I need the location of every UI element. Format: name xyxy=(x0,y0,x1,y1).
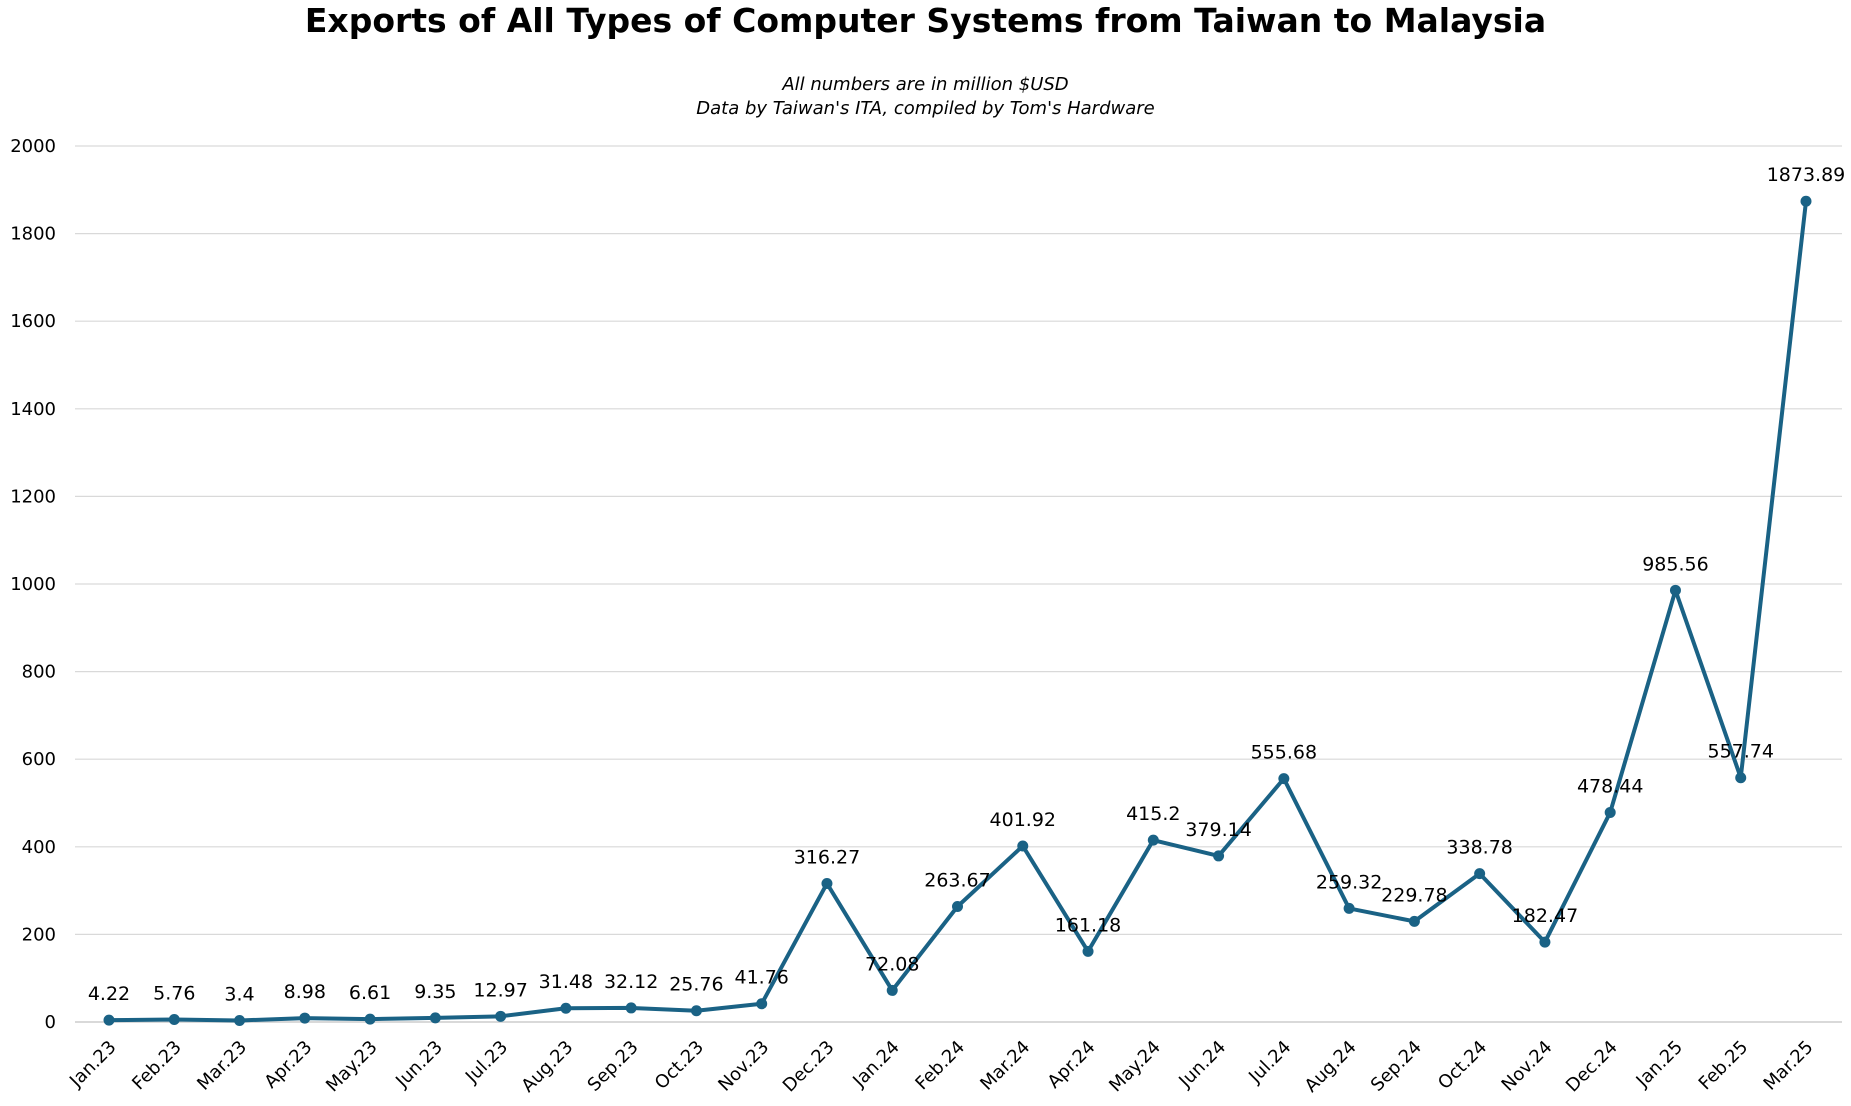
data-label: 557.74 xyxy=(1707,741,1773,763)
data-label: 1873.89 xyxy=(1767,164,1846,186)
y-tick-label: 2000 xyxy=(10,136,56,157)
chart-subtitle-source: Data by Taiwan's ITA, compiled by Tom's … xyxy=(696,98,1155,119)
x-tick-label: Jul.24 xyxy=(1244,1037,1295,1088)
data-point xyxy=(495,1010,507,1022)
x-tick-label: Jun.24 xyxy=(1174,1037,1230,1093)
data-label: 182.47 xyxy=(1512,905,1578,927)
data-point xyxy=(168,1013,180,1025)
data-point xyxy=(1604,806,1616,818)
chart-subtitle-units: All numbers are in million $USD xyxy=(782,74,1069,95)
data-label: 72.08 xyxy=(865,953,919,975)
data-label: 31.48 xyxy=(539,971,593,993)
data-label: 316.27 xyxy=(794,846,860,868)
x-tick-label: Mar.23 xyxy=(193,1037,251,1095)
data-point xyxy=(299,1012,311,1024)
data-point xyxy=(1800,195,1812,207)
data-label: 401.92 xyxy=(990,809,1056,831)
data-point xyxy=(821,877,833,889)
x-tick-label: Jan.25 xyxy=(1632,1037,1687,1092)
y-tick-label: 800 xyxy=(22,662,56,683)
y-tick-label: 0 xyxy=(45,1012,56,1033)
data-label: 12.97 xyxy=(473,979,527,1001)
data-point xyxy=(1082,945,1094,957)
y-tick-label: 1000 xyxy=(10,574,56,595)
data-label: 6.61 xyxy=(349,982,391,1004)
x-tick-label: Jul.23 xyxy=(461,1037,512,1088)
data-point xyxy=(1278,773,1290,785)
x-tick-label: Jan.23 xyxy=(65,1037,120,1092)
y-tick-label: 600 xyxy=(22,749,56,770)
data-label: 4.22 xyxy=(88,983,130,1005)
data-label: 8.98 xyxy=(284,981,326,1003)
data-point xyxy=(1474,868,1486,880)
x-tick-label: Mar.24 xyxy=(976,1037,1034,1095)
data-point xyxy=(1669,584,1681,596)
data-point xyxy=(1147,834,1159,846)
data-label: 9.35 xyxy=(414,981,456,1003)
data-point xyxy=(690,1005,702,1017)
x-tick-label: May.23 xyxy=(322,1037,382,1097)
data-label: 41.76 xyxy=(734,967,788,989)
x-tick-label: Feb.24 xyxy=(911,1037,969,1095)
x-tick-label: Aug.24 xyxy=(1301,1037,1361,1097)
y-tick-label: 200 xyxy=(22,924,56,945)
x-tick-label: Jan.24 xyxy=(848,1037,903,1092)
data-label: 478.44 xyxy=(1577,775,1643,797)
x-tick-label: May.24 xyxy=(1105,1037,1165,1097)
data-point xyxy=(1343,902,1355,914)
x-tick-label: Feb.25 xyxy=(1695,1037,1753,1095)
chart-title: Exports of All Types of Computer Systems… xyxy=(304,1,1547,40)
x-tick-label: Mar.25 xyxy=(1760,1037,1818,1095)
y-tick-label: 1400 xyxy=(10,399,56,420)
y-tick-label: 1600 xyxy=(10,311,56,332)
data-point xyxy=(103,1014,115,1026)
data-point xyxy=(952,901,963,913)
data-point xyxy=(429,1012,441,1024)
x-tick-label: Oct.24 xyxy=(1434,1037,1491,1094)
data-point xyxy=(756,998,768,1010)
data-point xyxy=(1539,936,1551,948)
data-point xyxy=(1735,772,1747,784)
data-label: 985.56 xyxy=(1642,553,1708,575)
x-tick-label: Sep.23 xyxy=(584,1037,643,1096)
data-point xyxy=(234,1015,246,1027)
data-label: 3.4 xyxy=(224,984,254,1006)
data-label: 263.67 xyxy=(924,870,990,892)
data-point xyxy=(1017,840,1029,852)
data-label: 379.14 xyxy=(1185,819,1251,841)
x-tick-label: Jun.23 xyxy=(391,1037,447,1093)
x-tick-label: Dec.24 xyxy=(1562,1037,1622,1097)
x-tick-label: Oct.23 xyxy=(651,1037,708,1094)
x-tick-label: Feb.23 xyxy=(128,1037,186,1095)
x-tick-label: Apr.23 xyxy=(260,1037,316,1093)
data-label: 161.18 xyxy=(1055,914,1121,936)
data-point xyxy=(886,984,898,996)
data-label: 229.78 xyxy=(1381,884,1447,906)
x-tick-label: Dec.23 xyxy=(779,1037,839,1097)
y-tick-label: 400 xyxy=(22,837,56,858)
data-point xyxy=(364,1013,376,1025)
data-point xyxy=(625,1002,637,1014)
data-point xyxy=(1408,915,1420,927)
data-label: 25.76 xyxy=(669,974,723,996)
data-label: 415.2 xyxy=(1126,803,1180,825)
data-label: 259.32 xyxy=(1316,871,1382,893)
y-tick-label: 1200 xyxy=(10,486,56,507)
data-label: 32.12 xyxy=(604,971,658,993)
data-point xyxy=(1213,850,1225,862)
series-line xyxy=(108,201,1808,1023)
x-tick-label: Sep.24 xyxy=(1367,1037,1426,1096)
y-tick-label: 1800 xyxy=(10,224,56,245)
data-label: 338.78 xyxy=(1446,837,1512,859)
x-tick-label: Aug.23 xyxy=(517,1037,577,1097)
data-label: 555.68 xyxy=(1251,742,1317,764)
data-point xyxy=(560,1002,572,1014)
x-tick-label: Nov.23 xyxy=(714,1037,773,1096)
x-tick-label: Apr.24 xyxy=(1044,1037,1100,1093)
x-tick-label: Nov.24 xyxy=(1498,1037,1557,1096)
data-label: 5.76 xyxy=(153,982,195,1004)
